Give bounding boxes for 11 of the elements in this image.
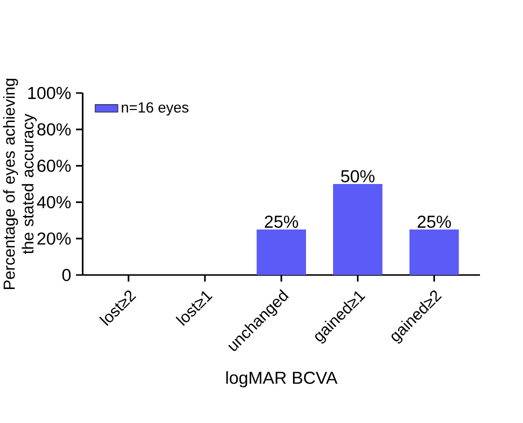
y-tick-label: 80% <box>37 123 71 136</box>
y-tick-label: 20% <box>37 232 71 245</box>
y-tick-label: 40% <box>37 196 71 208</box>
data-label: 25% <box>264 216 298 228</box>
legend-label: n=16 eyes <box>122 102 188 116</box>
data-label: 25% <box>418 216 451 228</box>
y-tick-label: 60% <box>37 160 71 172</box>
y-tick-label: 0 <box>62 268 71 282</box>
y-tick-label: 100% <box>28 86 71 100</box>
data-label: 50% <box>341 170 374 182</box>
x-axis-title: logMAR BCVA <box>226 371 338 388</box>
